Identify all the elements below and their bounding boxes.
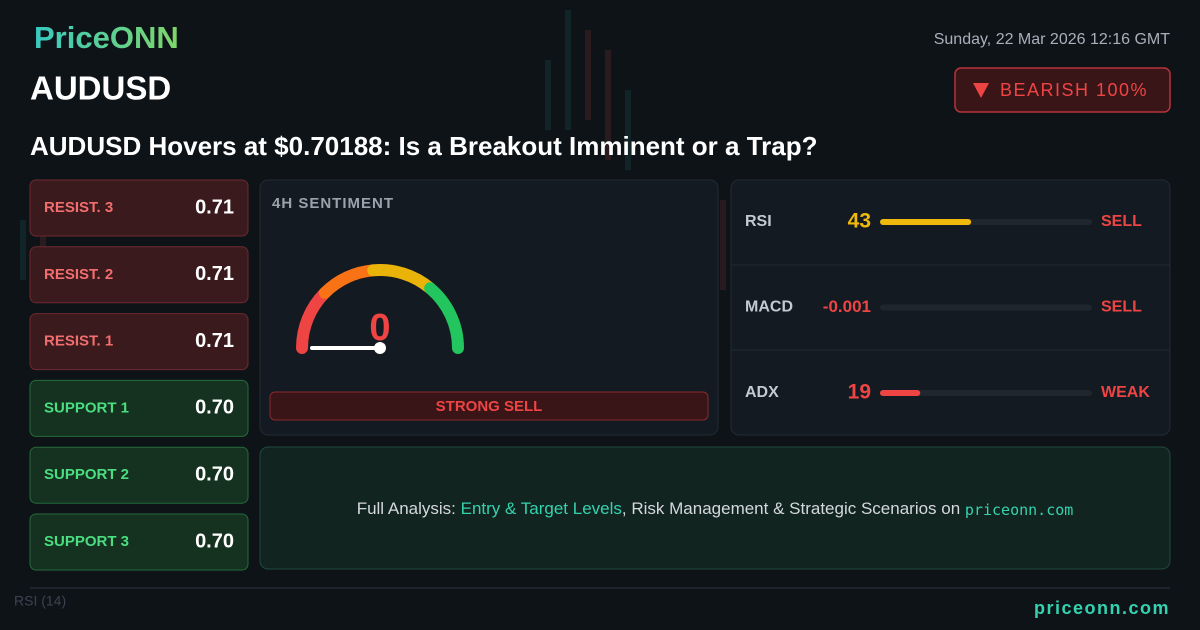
- timestamp: Sunday, 22 Mar 2026 12:16 GMT: [934, 31, 1171, 48]
- indicator-name: RSI: [745, 213, 772, 230]
- level-label: RESIST. 3: [44, 199, 113, 216]
- cta-highlight: Entry & Target Levels: [461, 499, 622, 518]
- gauge-arc: [424, 282, 464, 354]
- level-box: [29, 379, 249, 437]
- level-box: [29, 513, 249, 571]
- brand-logo: PriceONN: [34, 20, 179, 55]
- cta-rest: , Risk Management & Strategic Scenarios …: [622, 499, 960, 518]
- background-label: RSI (14): [14, 593, 66, 609]
- indicator-value: 43: [848, 210, 871, 233]
- level-value: 0.71: [195, 196, 234, 218]
- level-box: [29, 446, 249, 504]
- indicator-value: -0.001: [823, 297, 871, 316]
- cta-lead: Full Analysis:: [357, 499, 456, 518]
- down-arrow-icon: [973, 83, 989, 98]
- indicator-name: ADX: [745, 384, 779, 401]
- level-box: [29, 313, 249, 371]
- level-label: SUPPORT 3: [44, 533, 129, 550]
- level-box: [29, 179, 249, 237]
- badge: [954, 67, 1171, 113]
- indicator-track: [880, 304, 1092, 311]
- indicator-value: 19: [848, 381, 871, 404]
- indicator-signal: WEAK: [1101, 384, 1150, 401]
- level-value: 0.71: [195, 263, 234, 285]
- footer-site[interactable]: priceonn.com: [1034, 598, 1170, 618]
- level-label: SUPPORT 1: [44, 399, 129, 416]
- cta-text: Full Analysis: Entry & Target Levels, Ri…: [357, 499, 1074, 518]
- level-label: RESIST. 1: [44, 333, 113, 350]
- level-value: 0.70: [195, 530, 234, 552]
- level-box: [29, 246, 249, 304]
- indicator-signal: SELL: [1101, 213, 1142, 230]
- verdict-bar: [269, 391, 709, 421]
- headline: AUDUSD Hovers at $0.70188: Is a Breakout…: [30, 131, 818, 161]
- indicator-bar: [880, 390, 921, 396]
- indicator-signal: SELL: [1101, 299, 1142, 316]
- indicator-bar: [880, 219, 972, 225]
- indicator-track: [880, 390, 1092, 396]
- symbol: AUDUSD: [30, 70, 171, 107]
- cta-panel: [259, 446, 1171, 570]
- sentiment-panel: [259, 179, 719, 436]
- gauge-value: 0: [369, 307, 390, 349]
- cta-site: priceonn.com: [965, 501, 1073, 519]
- level-label: SUPPORT 2: [44, 466, 129, 483]
- level-value: 0.71: [195, 330, 234, 352]
- gauge-hub: [374, 342, 386, 354]
- sentiment-title: 4H SENTIMENT: [272, 195, 394, 212]
- indicator-name: MACD: [745, 299, 793, 316]
- level-value: 0.70: [195, 397, 234, 419]
- level-value: 0.70: [195, 463, 234, 485]
- verdict: STRONG SELL: [436, 398, 543, 415]
- level-label: RESIST. 2: [44, 266, 113, 283]
- badge-text: BEARISH 100%: [1000, 80, 1148, 100]
